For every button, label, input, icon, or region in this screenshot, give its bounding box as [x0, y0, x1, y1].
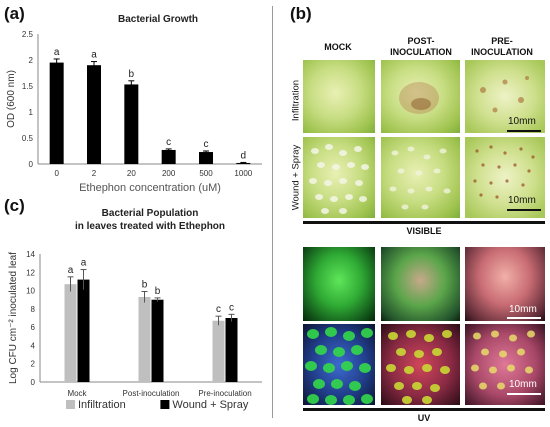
- y-tick-label: 2: [31, 360, 36, 369]
- bar: [225, 318, 238, 382]
- x-tick-label: 0: [54, 169, 59, 178]
- y-axis-label: Log CFU cm⁻² inoculated leaf: [8, 252, 19, 384]
- bar: [236, 162, 251, 164]
- chart-title: Bacterial Growth: [118, 14, 198, 25]
- y-tick-label: 0.5: [22, 134, 34, 143]
- photo-uv-pre-wound-spray: 10mm: [465, 324, 545, 405]
- bar: [199, 152, 213, 164]
- significance-letter: b: [129, 69, 135, 80]
- x-tick-label: 2: [92, 169, 97, 178]
- panel-c-label: (c): [4, 196, 25, 215]
- y-tick-label: 2: [29, 56, 34, 65]
- bar: [87, 65, 101, 164]
- scale-bar: [507, 209, 541, 211]
- photo-uv-post-wound-spray: [381, 324, 460, 405]
- significance-letter: c: [229, 302, 234, 313]
- significance-letter: c: [216, 304, 221, 315]
- y-tick-label: 1: [29, 108, 34, 117]
- significance-letter: c: [166, 137, 171, 148]
- scale-bar: [507, 130, 541, 132]
- y-tick-label: 4: [31, 341, 36, 350]
- photo-post-infiltration: [381, 60, 460, 133]
- panel-b-label: (b): [290, 4, 312, 23]
- photo-uv-post-infiltration: [381, 247, 460, 321]
- visible-section-label: VISIBLE: [406, 226, 442, 236]
- bar: [64, 284, 77, 382]
- legend-swatch: [160, 400, 170, 409]
- vertical-divider: [272, 6, 273, 418]
- chart-subtitle: in leaves treated with Ethephon: [75, 221, 225, 232]
- y-tick-label: 6: [31, 323, 36, 332]
- y-tick-label: 1.5: [22, 82, 34, 91]
- x-tick-label: 1000: [234, 169, 252, 178]
- row-header-wound-spray: Wound + Spray: [290, 144, 302, 211]
- column-header-mock: MOCK: [324, 42, 352, 52]
- y-tick-label: 14: [26, 250, 35, 259]
- significance-letter: a: [54, 47, 60, 58]
- photo-uv-mock-wound-spray: [303, 324, 375, 405]
- y-tick-label: 10: [26, 287, 35, 296]
- chart-title: Bacterial Population: [102, 208, 199, 219]
- scale-label: 10mm: [508, 195, 536, 206]
- bar: [151, 299, 164, 382]
- significance-letter: a: [68, 265, 74, 276]
- column-header-pre-inoculation: PRE- INOCULATION: [471, 36, 533, 57]
- y-axis-label: OD (600 nm): [6, 70, 17, 128]
- scale-bar: [507, 317, 541, 319]
- scale-label: 10mm: [509, 304, 537, 315]
- y-tick-label: 2.5: [22, 30, 34, 39]
- bacterial-growth-chart: Bacterial Growth 0 0.5 1 1.5 2 2.5 a 0 a 2 b 20 c 200 c…: [6, 14, 262, 194]
- visible-section-bar: [303, 221, 545, 224]
- uv-section-label: UV: [417, 413, 431, 423]
- y-tick-label: 8: [31, 305, 36, 314]
- photo-uv-pre-infiltration: 10mm: [465, 247, 545, 321]
- significance-letter: b: [155, 286, 161, 297]
- x-tick-label: Mock: [67, 389, 87, 398]
- y-tick-label: 12: [26, 268, 35, 277]
- significance-letter: d: [241, 150, 247, 161]
- photo-mock-infiltration: [303, 60, 375, 133]
- scale-bar: [507, 393, 541, 395]
- bar: [77, 279, 90, 382]
- bar: [138, 296, 151, 382]
- photo-mock-wound-spray: [303, 137, 375, 218]
- y-tick-label: 0: [29, 160, 34, 169]
- photo-pre-wound-spray: 10mm: [465, 137, 545, 218]
- significance-letter: b: [142, 279, 148, 290]
- bacterial-population-chart: Bacterial Population in leaves treated wi…: [8, 208, 262, 411]
- bar: [49, 62, 64, 164]
- x-tick-label: Post-inoculation: [123, 389, 180, 398]
- legend-label: Infiltration: [78, 399, 126, 411]
- significance-letter: a: [91, 50, 97, 61]
- bar: [124, 84, 139, 164]
- significance-letter: a: [81, 258, 87, 269]
- scale-label: 10mm: [509, 379, 537, 390]
- uv-section-bar: [303, 408, 545, 411]
- x-axis-label: Ethephon concentration (uM): [79, 182, 221, 194]
- row-header-infiltration: Infiltration: [290, 79, 302, 122]
- y-tick-label: 0: [31, 378, 36, 387]
- legend-label: Wound + Spray: [172, 399, 248, 411]
- legend-swatch: [66, 400, 75, 409]
- photo-pre-infiltration: 10mm: [465, 60, 545, 133]
- x-tick-label: 200: [162, 169, 176, 178]
- x-tick-label: Pre-inoculation: [198, 389, 251, 398]
- scale-label: 10mm: [508, 116, 536, 127]
- bar: [161, 149, 176, 164]
- column-header-post-inoculation: POST- INOCULATION: [390, 36, 452, 57]
- x-tick-label: 20: [127, 169, 136, 178]
- panel-a-label: (a): [4, 4, 25, 23]
- photo-uv-mock-infiltration: [303, 247, 375, 321]
- bar: [212, 320, 225, 382]
- significance-letter: c: [204, 139, 209, 150]
- x-tick-label: 500: [199, 169, 213, 178]
- photo-post-wound-spray: [381, 137, 460, 218]
